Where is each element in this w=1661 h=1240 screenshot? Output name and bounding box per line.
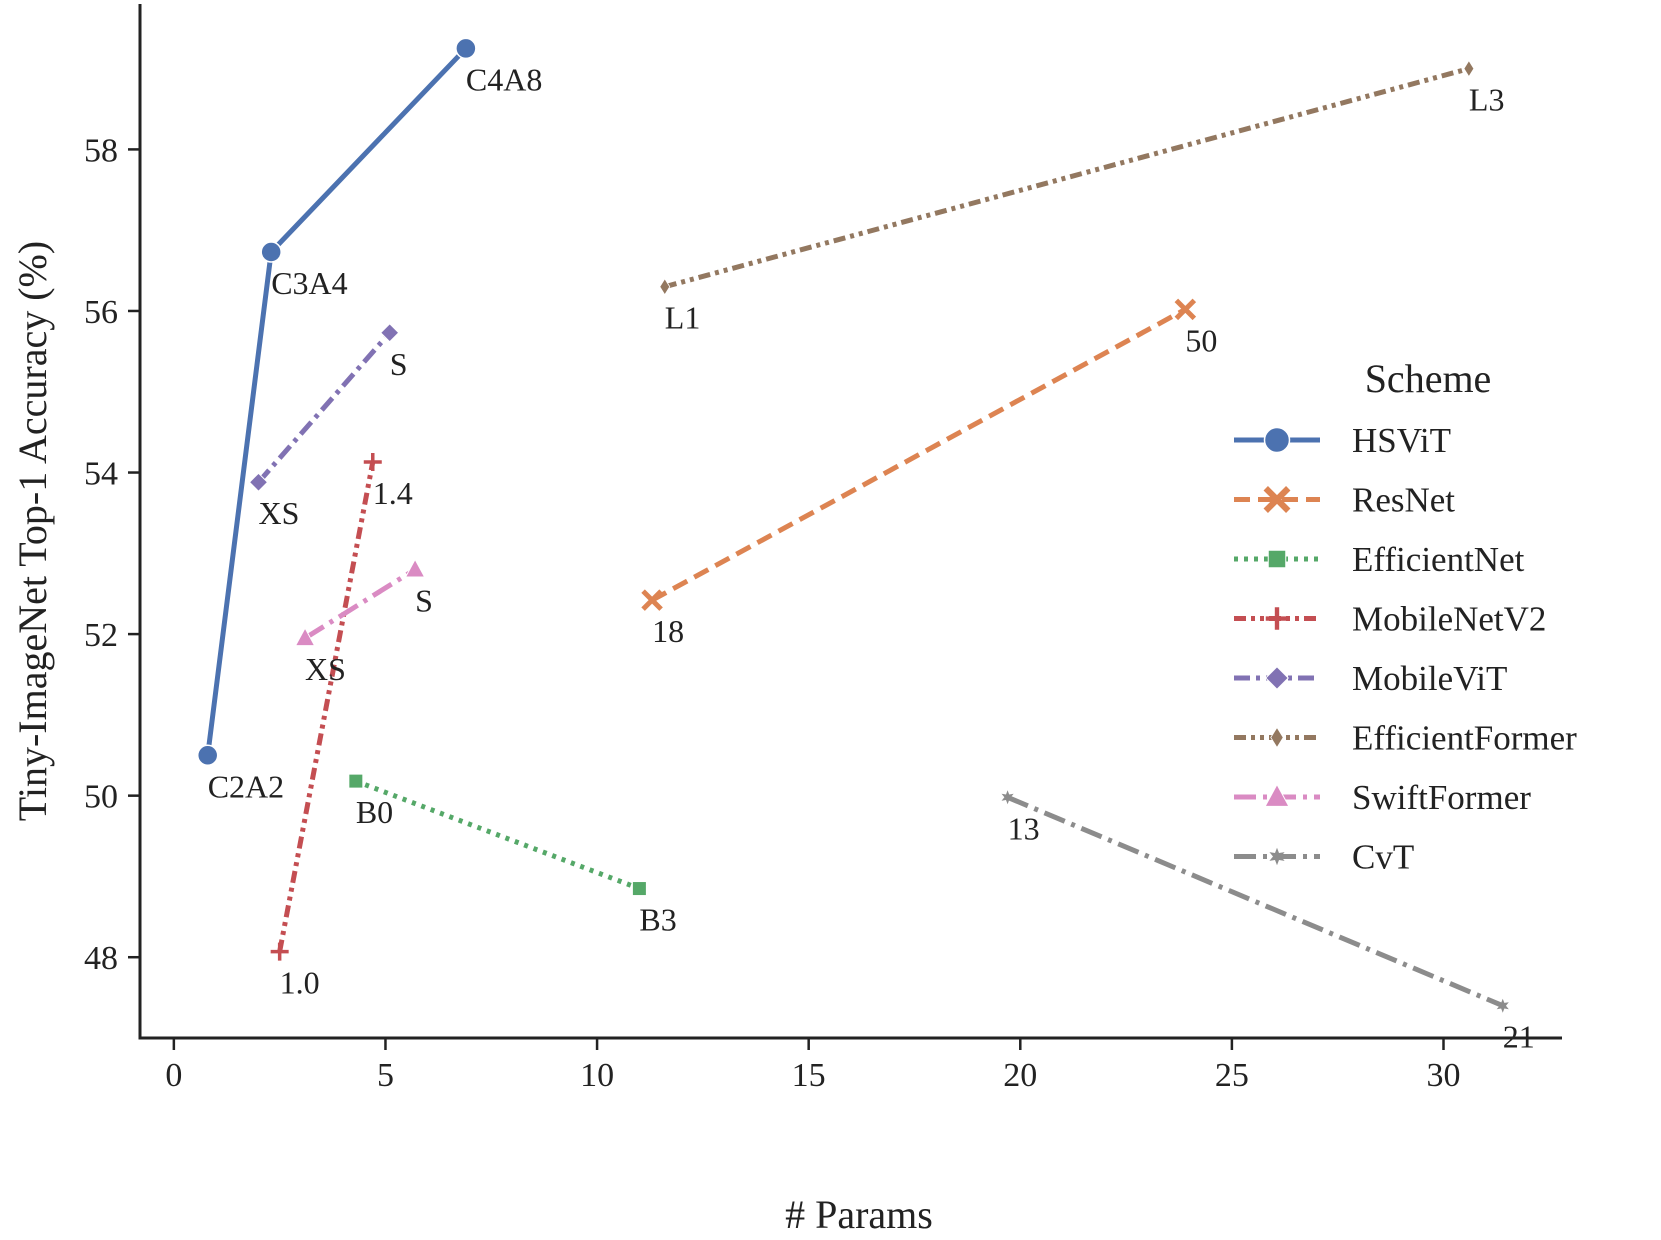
- point-labels: C2A2 C3A4 C4A8 18 50 B0 B3 1.0 1.4 XS S L1 L3 XS S 13 21: [208, 61, 1535, 1054]
- axes: 0 5 10 15 20 25 30 48 50 52 54 56 58 # Params Tiny-Ima…: [10, 4, 1562, 1237]
- point-label-mobilevit: XS: [259, 495, 300, 531]
- point-label-hsvit: C3A4: [271, 265, 347, 301]
- y-tick-label: 48: [84, 940, 118, 977]
- data-point-mobilenetv2: [270, 942, 289, 961]
- point-label-efficientformer: L1: [665, 300, 701, 336]
- legend-label-resnet: ResNet: [1352, 481, 1455, 520]
- data-point-efficientnet: [631, 881, 647, 897]
- legend-title: Scheme: [1365, 356, 1492, 401]
- data-point-resnet: [1174, 298, 1197, 321]
- x-tick-label: 20: [1003, 1057, 1037, 1094]
- point-label-swiftformer: XS: [305, 651, 346, 687]
- y-axis-title: Tiny-ImageNet Top-1 Accuracy (%): [10, 241, 55, 821]
- data-point-mobilevit: [379, 323, 400, 343]
- plot-area: [196, 37, 1509, 1013]
- point-label-efficientnet: B0: [356, 794, 393, 830]
- x-tick-label: 25: [1215, 1057, 1249, 1094]
- data-point-mobilevit: [248, 472, 269, 492]
- series-line-swiftformer: [303, 567, 417, 641]
- x-axis-title: # Params: [785, 1192, 933, 1237]
- point-label-efficientformer: L3: [1469, 82, 1505, 118]
- point-label-hsvit: C2A2: [208, 768, 284, 804]
- legend-item-swiftformer: SwiftFormer: [1234, 778, 1531, 817]
- data-point-efficientformer: [1463, 59, 1475, 78]
- data-point-efficientnet: [348, 773, 364, 789]
- point-label-mobilenetv2: 1.4: [373, 475, 413, 511]
- legend-item-mobilenetv2: MobileNetV2: [1234, 600, 1546, 639]
- legend-label-swiftformer: SwiftFormer: [1352, 778, 1531, 817]
- legend-marker-mobilevit: [1265, 666, 1289, 690]
- point-label-mobilenetv2: 1.0: [280, 965, 320, 1001]
- point-label-resnet: 50: [1185, 322, 1217, 358]
- series-line-efficientformer: [664, 66, 1470, 290]
- y-tick-label: 50: [84, 779, 118, 816]
- x-tick-label: 5: [377, 1057, 394, 1094]
- y-tick-label: 54: [84, 456, 118, 493]
- data-point-hsvit: [196, 744, 219, 767]
- data-point-mobilenetv2: [363, 453, 382, 472]
- data-point-hsvit: [260, 241, 282, 263]
- data-point-hsvit: [455, 37, 477, 60]
- data-point-swiftformer: [404, 558, 426, 578]
- legend-item-cvt: CvT: [1234, 838, 1414, 877]
- x-tick-label: 10: [580, 1057, 614, 1094]
- data-point-resnet: [641, 589, 663, 611]
- data-point-swiftformer: [294, 627, 316, 647]
- series-line-efficientnet: [354, 778, 641, 891]
- y-tick-label: 58: [84, 132, 118, 169]
- x-tick-label: 30: [1427, 1057, 1461, 1094]
- legend-marker-swiftformer: [1264, 783, 1290, 807]
- data-point-efficientformer: [659, 277, 671, 296]
- legend-marker-efficientformer: [1270, 726, 1284, 749]
- y-tick-label: 56: [84, 294, 118, 331]
- legend-item-efficientformer: EfficientFormer: [1234, 719, 1577, 758]
- series-line-mobilenetv2: [277, 461, 376, 953]
- data-point-cvt: [1001, 790, 1014, 805]
- point-label-mobilevit: S: [390, 346, 408, 382]
- x-tick-label: 0: [165, 1057, 182, 1094]
- point-label-hsvit: C4A8: [466, 61, 542, 97]
- data-point-cvt: [1496, 998, 1509, 1013]
- legend-label-mobilenetv2: MobileNetV2: [1352, 600, 1546, 639]
- legend-item-mobilevit: MobileViT: [1234, 659, 1507, 698]
- point-label-efficientnet: B3: [639, 902, 676, 938]
- legend-label-hsvit: HSViT: [1352, 421, 1451, 460]
- legend-marker-hsvit: [1263, 426, 1291, 454]
- legend: Scheme HSViT ResNet EfficientNet MobileNetV2…: [1234, 356, 1577, 877]
- legend-item-resnet: ResNet: [1234, 481, 1455, 520]
- series-line-cvt: [1006, 794, 1504, 1008]
- legend-label-cvt: CvT: [1352, 838, 1414, 877]
- legend-item-efficientnet: EfficientNet: [1234, 540, 1525, 579]
- point-label-cvt: 21: [1503, 1019, 1535, 1055]
- legend-marker-efficientnet: [1267, 549, 1287, 569]
- series-line-resnet: [650, 307, 1187, 603]
- legend-marker-resnet: [1263, 486, 1291, 513]
- point-label-swiftformer: S: [415, 582, 433, 618]
- legend-label-mobilevit: MobileViT: [1352, 659, 1507, 698]
- point-label-cvt: 13: [1008, 810, 1040, 846]
- legend-label-efficientformer: EfficientFormer: [1352, 719, 1577, 758]
- point-label-resnet: 18: [652, 613, 684, 649]
- legend-item-hsvit: HSViT: [1234, 421, 1451, 460]
- legend-label-efficientnet: EfficientNet: [1352, 540, 1525, 579]
- y-tick-label: 52: [84, 617, 118, 654]
- series-line-mobilevit: [256, 331, 392, 484]
- legend-marker-mobilenetv2: [1265, 607, 1289, 630]
- legend-marker-cvt: [1269, 847, 1285, 866]
- x-tick-label: 15: [792, 1057, 826, 1094]
